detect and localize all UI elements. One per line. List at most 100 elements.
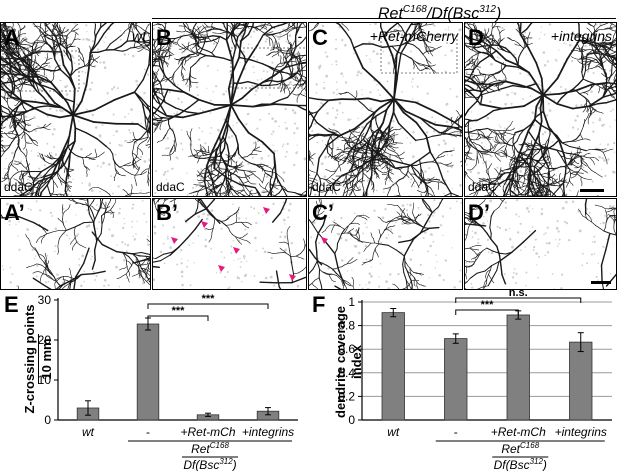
dendrite-branch xyxy=(22,99,38,103)
dendrite-branch xyxy=(1,25,3,27)
dendrite-branch xyxy=(14,167,18,170)
dendrite-branch xyxy=(1,125,3,130)
dendrite-branch xyxy=(30,49,34,51)
dendrite-branch xyxy=(16,48,19,55)
background-speckle xyxy=(65,93,69,96)
dendrite-branch xyxy=(40,79,44,82)
dendrite-branch xyxy=(23,26,26,28)
background-speckle xyxy=(81,182,84,184)
dendrite-branch xyxy=(140,172,145,175)
dendrite-branch xyxy=(34,41,39,44)
dendrite-branch xyxy=(47,68,51,71)
dendrite-branch xyxy=(5,69,9,72)
dendrite-branch xyxy=(72,27,75,30)
dendrite-branch xyxy=(44,23,46,27)
dendrite-branch xyxy=(77,47,80,51)
background-speckle xyxy=(35,196,37,197)
dendrite-branch xyxy=(2,29,5,36)
dendrite-branch xyxy=(48,103,63,109)
dendrite-branch xyxy=(44,170,50,176)
dendrite-branch xyxy=(5,172,8,175)
dendrite-branch xyxy=(143,171,147,174)
dendrite-branch xyxy=(71,61,74,70)
dendrite-branch xyxy=(33,70,37,74)
background-speckle xyxy=(82,82,86,85)
dendrite-branch xyxy=(58,174,62,179)
dendrite-branch xyxy=(146,191,150,194)
dendrite-branch xyxy=(31,70,35,72)
dendrite-branch xyxy=(34,58,36,61)
dendrite-branch xyxy=(39,26,43,30)
dendrite-branch xyxy=(37,54,40,57)
dendrite-branch xyxy=(3,36,6,40)
dendrite-branch xyxy=(7,166,10,172)
dendrite-branch xyxy=(25,156,27,161)
dendrite-branch xyxy=(20,111,28,116)
dendrite-branch xyxy=(137,123,150,134)
dendrite-branch xyxy=(13,40,17,44)
dendrite-branch xyxy=(40,184,48,193)
background-speckle xyxy=(1,62,3,65)
background-speckle xyxy=(102,161,105,165)
dendrite-branch xyxy=(47,23,51,25)
background-speckle xyxy=(53,145,56,149)
dendrite-branch xyxy=(34,107,48,116)
dendrite-branch xyxy=(38,66,42,70)
dendrite-branch xyxy=(46,124,50,127)
dendrite-branch xyxy=(31,42,36,44)
dendrite-branch xyxy=(109,193,111,196)
dendrite-branch xyxy=(26,41,30,44)
dendrite-branch xyxy=(63,38,66,42)
dendrite-branch xyxy=(59,135,71,158)
dendrite-branch xyxy=(76,33,79,36)
dendrite-branch xyxy=(36,184,42,193)
dendrite-branch xyxy=(34,54,37,58)
dendrite-branch xyxy=(102,151,105,154)
dendrite-branch xyxy=(21,137,23,139)
dendrite-branch xyxy=(136,169,139,174)
dendrite-branch xyxy=(59,39,62,45)
dendrite-branch xyxy=(21,84,24,89)
background-speckle xyxy=(88,182,91,185)
dendrite-branch xyxy=(44,25,47,30)
dendrite-branch xyxy=(9,113,13,119)
dendrite-branch xyxy=(59,26,61,30)
dendrite-branch xyxy=(128,164,134,167)
dendrite-branch xyxy=(125,193,130,196)
dendrite-branch xyxy=(20,120,23,123)
dendrite-branch xyxy=(36,90,45,98)
dendrite-branch xyxy=(63,194,65,196)
dendrite-branch xyxy=(66,182,69,186)
dendrite-branch xyxy=(93,156,97,159)
dendrite-branch xyxy=(41,155,44,158)
background-speckle xyxy=(143,160,147,163)
dendrite-branch xyxy=(12,42,18,46)
dendrite-branch xyxy=(83,57,85,63)
dendrite-branch xyxy=(24,56,28,60)
dendrite-branch xyxy=(20,68,24,70)
dendrite-branch xyxy=(15,57,24,60)
dendrite-branch xyxy=(34,39,38,43)
dendrite-branch xyxy=(42,96,50,105)
background-speckle xyxy=(86,108,88,111)
dendrite-branch xyxy=(44,158,46,162)
background-speckle xyxy=(99,61,102,64)
background-speckle xyxy=(148,158,150,162)
background-speckle xyxy=(90,81,94,84)
dendrite-branch xyxy=(18,177,21,180)
background-speckle xyxy=(134,183,136,185)
dendrite-branch xyxy=(1,45,5,48)
dendrite-branch xyxy=(23,147,26,150)
dendrite-branch xyxy=(115,163,120,168)
dendrite-branch xyxy=(125,170,129,173)
dendrite-branch xyxy=(9,184,11,188)
dendrite-branch xyxy=(61,106,74,116)
dendrite-branch xyxy=(14,114,22,117)
dendrite-branch xyxy=(47,78,52,83)
background-speckle xyxy=(32,116,36,120)
dendrite-branch xyxy=(52,42,56,49)
dendrite-branch xyxy=(58,36,60,38)
dendrite-branch xyxy=(99,154,102,156)
dendrite-branch xyxy=(52,39,62,45)
dendrite-branch xyxy=(4,44,8,47)
